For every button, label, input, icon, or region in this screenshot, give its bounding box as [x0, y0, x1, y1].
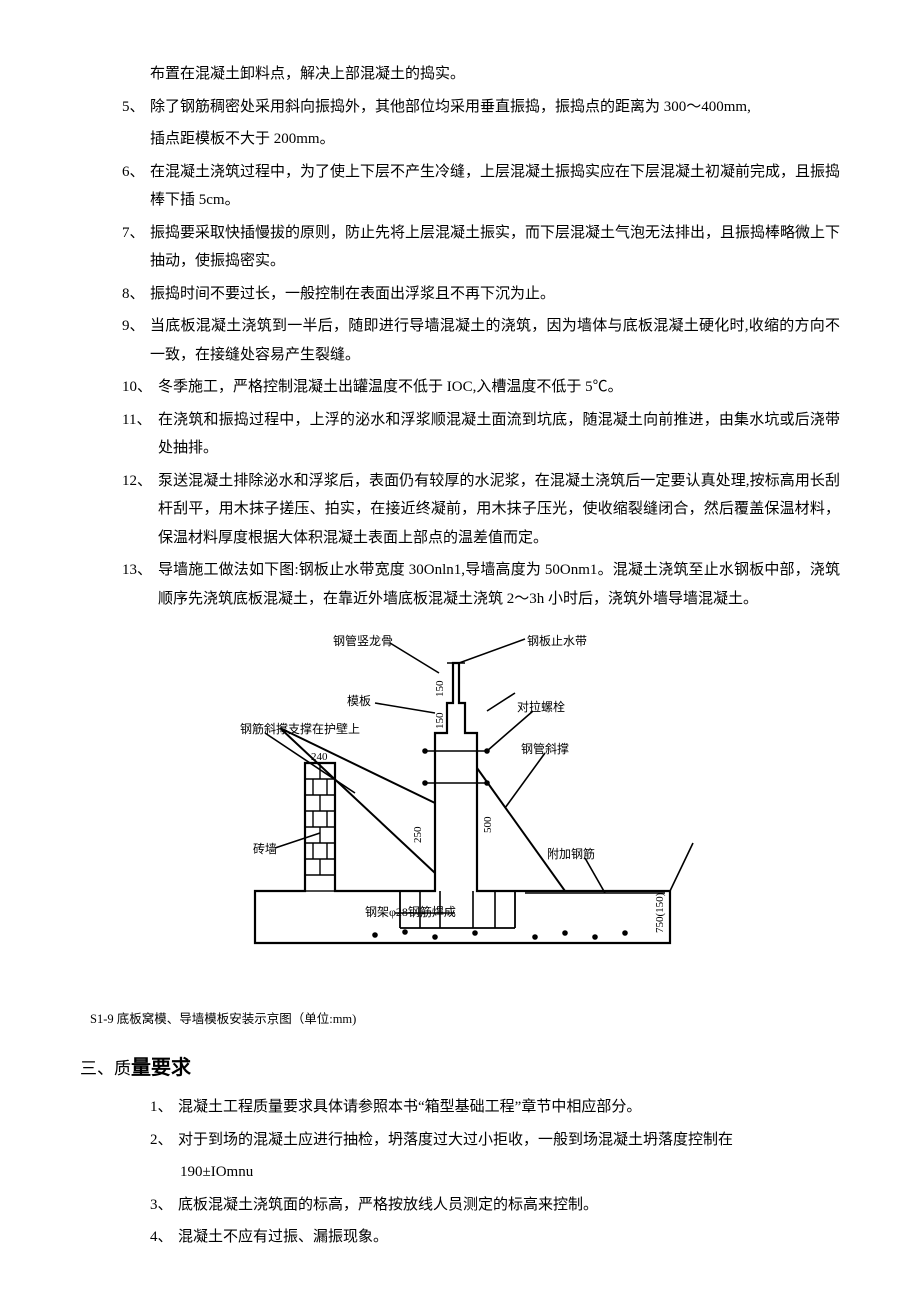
- svg-text:150: 150: [434, 712, 446, 729]
- item-text: 振捣时间不要过长，一般控制在表面出浮浆且不再下沉为止。: [150, 280, 840, 309]
- list-item: 5、 除了钢筋稠密处采用斜向振捣外，其他部位均采用垂直振捣，振捣点的距离为 30…: [122, 93, 840, 122]
- list-item: 8、 振捣时间不要过长，一般控制在表面出浮浆且不再下沉为止。: [122, 280, 840, 309]
- svg-text:砖墙: 砖墙: [253, 841, 277, 856]
- item-text: 在浇筑和振捣过程中，上浮的泌水和浮浆顺混凝土面流到坑底，随混凝土向前推进，由集水…: [158, 406, 840, 463]
- list-item: 7、 振捣要采取快插慢拔的原则，防止先将上层混凝土振实，而下层混凝土气泡无法排出…: [122, 219, 840, 276]
- item-text: 对于到场的混凝土应进行抽检，坍落度过大过小拒收，一般到场混凝土坍落度控制在: [178, 1126, 840, 1155]
- item-number: 7、: [122, 219, 150, 276]
- list-item: 3、 底板混凝土浇筑面的标高，严格按放线人员测定的标高来控制。: [150, 1191, 840, 1220]
- svg-text:500: 500: [482, 816, 494, 833]
- section-heading: 三、质量要求: [80, 1049, 840, 1087]
- svg-text:240: 240: [311, 751, 328, 763]
- item-number: 12、: [122, 467, 158, 553]
- svg-text:钢管竖龙骨: 钢管竖龙骨: [333, 633, 393, 648]
- figure-caption: S1-9 底板窝模、导墙模板安装示京图（单位:mm): [90, 1008, 840, 1032]
- list-item: 2、 对于到场的混凝土应进行抽检，坍落度过大过小拒收，一般到场混凝土坍落度控制在: [150, 1126, 840, 1155]
- item-continuation: 190±IOmnu: [180, 1158, 840, 1187]
- item-number: 11、: [122, 406, 158, 463]
- list-item: 4、 混凝土不应有过振、漏振现象。: [150, 1223, 840, 1252]
- item-text: 泵送混凝土排除泌水和浮浆后，表面仍有较厚的水泥浆，在混凝土浇筑后一定要认真处理,…: [158, 467, 840, 553]
- svg-text:150: 150: [434, 680, 446, 697]
- list-item: 13、 导墙施工做法如下图:钢板止水带宽度 30Onln1,导墙高度为 50On…: [122, 556, 840, 613]
- svg-text:对拉螺栓: 对拉螺栓: [517, 699, 565, 714]
- item-number: 1、: [150, 1093, 178, 1122]
- item-number: 5、: [122, 93, 150, 122]
- item-text: 底板混凝土浇筑面的标高，严格按放线人员测定的标高来控制。: [178, 1191, 840, 1220]
- item-number: 8、: [122, 280, 150, 309]
- item-text: 在混凝土浇筑过程中，为了使上下层不产生冷缝，上层混凝土振捣实应在下层混凝土初凝前…: [150, 158, 840, 215]
- list-item: 1、 混凝土工程质量要求具体请参照本书“箱型基础工程”章节中相应部分。: [150, 1093, 840, 1122]
- paragraph-continuation: 布置在混凝土卸料点，解决上部混凝土的捣实。: [150, 60, 840, 89]
- item-number: 10、: [122, 373, 158, 402]
- svg-text:附加钢筋: 附加钢筋: [547, 846, 595, 861]
- figure: 240 250 500 150 150 750(150) 钢管竖龙骨 钢板止水带…: [80, 633, 840, 994]
- item-text: 当底板混凝土浇筑到一半后，随即进行导墙混凝土的浇筑，因为墙体与底板混凝土硬化时,…: [150, 312, 840, 369]
- list-item: 6、 在混凝土浇筑过程中，为了使上下层不产生冷缝，上层混凝土振捣实应在下层混凝土…: [122, 158, 840, 215]
- svg-text:250: 250: [412, 826, 424, 843]
- item-text: 冬季施工，严格控制混凝土出罐温度不低于 IOC,入槽温度不低于 5℃。: [158, 373, 840, 402]
- item-number: 2、: [150, 1126, 178, 1155]
- item-text: 除了钢筋稠密处采用斜向振捣外，其他部位均采用垂直振捣，振捣点的距离为 300～4…: [150, 93, 840, 122]
- list-item: 12、 泵送混凝土排除泌水和浮浆后，表面仍有较厚的水泥浆，在混凝土浇筑后一定要认…: [122, 467, 840, 553]
- list-item: 10、 冬季施工，严格控制混凝土出罐温度不低于 IOC,入槽温度不低于 5℃。: [122, 373, 840, 402]
- item-number: 6、: [122, 158, 150, 215]
- list-item: 11、 在浇筑和振捣过程中，上浮的泌水和浮浆顺混凝土面流到坑底，随混凝土向前推进…: [122, 406, 840, 463]
- svg-text:钢板止水带: 钢板止水带: [527, 634, 587, 648]
- item-text: 振捣要采取快插慢拔的原则，防止先将上层混凝土振实，而下层混凝土气泡无法排出，且振…: [150, 219, 840, 276]
- item-continuation: 插点距模板不大于 200mm。: [150, 125, 840, 154]
- svg-text:750(150): 750(150): [654, 892, 666, 933]
- item-text: 导墙施工做法如下图:钢板止水带宽度 30Onln1,导墙高度为 50Onm1。混…: [158, 556, 840, 613]
- list-item: 9、 当底板混凝土浇筑到一半后，随即进行导墙混凝土的浇筑，因为墙体与底板混凝土硬…: [122, 312, 840, 369]
- svg-text:模板: 模板: [347, 694, 371, 708]
- item-text: 混凝土不应有过振、漏振现象。: [178, 1223, 840, 1252]
- item-number: 9、: [122, 312, 150, 369]
- item-number: 13、: [122, 556, 158, 613]
- construction-diagram: 240 250 500 150 150 750(150) 钢管竖龙骨 钢板止水带…: [225, 633, 695, 994]
- section-prefix: 三、质: [80, 1059, 131, 1078]
- svg-text:钢管斜撑: 钢管斜撑: [521, 741, 569, 756]
- section-title-bold: 量要求: [131, 1057, 191, 1079]
- svg-text:钢架φ28钢筋焊成: 钢架φ28钢筋焊成: [365, 904, 456, 919]
- item-number: 3、: [150, 1191, 178, 1220]
- svg-text:钢筋斜撑支撑在护壁上: 钢筋斜撑支撑在护壁上: [240, 721, 360, 736]
- item-text: 混凝土工程质量要求具体请参照本书“箱型基础工程”章节中相应部分。: [178, 1093, 840, 1122]
- item-number: 4、: [150, 1223, 178, 1252]
